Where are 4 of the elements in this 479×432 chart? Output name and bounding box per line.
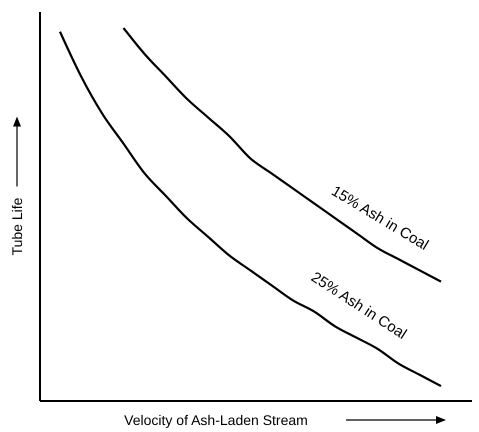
y-axis-title: Tube Life xyxy=(9,197,25,256)
text: 15% Ash in Coal xyxy=(328,182,432,254)
text: 25% Ash in Coal xyxy=(308,268,410,343)
x-axis-title: Velocity of Ash-Laden Stream xyxy=(124,412,308,428)
